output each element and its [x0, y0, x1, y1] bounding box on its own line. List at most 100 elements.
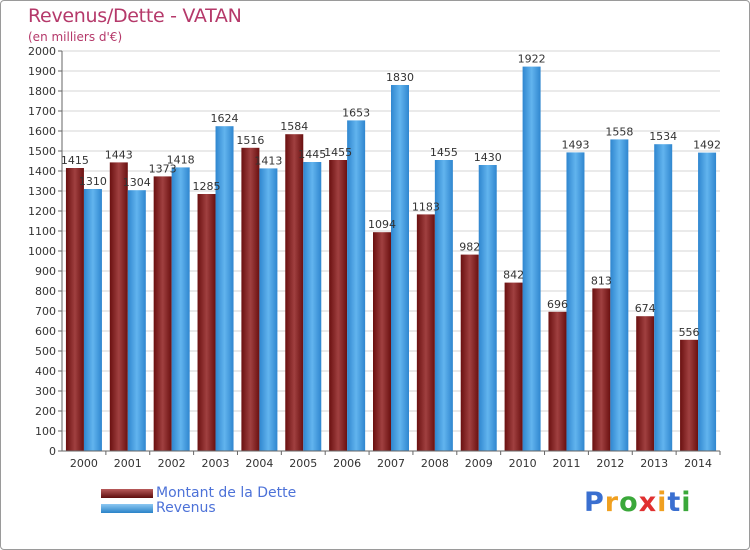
bar-revenus [654, 144, 673, 451]
y-tick-label: 0 [49, 445, 56, 458]
chart-title: Revenus/Dette - VATAN [28, 5, 242, 27]
y-tick-label: 1900 [28, 65, 56, 78]
bar-dette [197, 194, 216, 451]
axes: 0 100 200 300 400 500 600 700 800 900 1000 1100 1200… [28, 45, 721, 470]
logo-letter: i [657, 487, 668, 518]
bar-dette [460, 254, 479, 451]
y-tick-label: 1500 [28, 145, 56, 158]
bar-dette [285, 134, 304, 451]
data-label-dette: 1415 [61, 154, 89, 167]
bar-revenus [391, 85, 409, 451]
data-label-dette: 1584 [280, 120, 308, 133]
data-label-dette: 1094 [368, 218, 396, 231]
data-label-dette: 1373 [149, 162, 177, 175]
bar-revenus [259, 168, 278, 451]
x-tick-label: 2002 [158, 457, 186, 470]
bar-revenus [127, 190, 146, 451]
logo-letter: o [619, 487, 639, 518]
bar-dette [329, 160, 348, 451]
bar-dette [548, 311, 567, 451]
data-label-revenus: 1455 [430, 146, 458, 159]
y-tick-label: 1800 [28, 85, 56, 98]
x-tick-label: 2013 [640, 457, 668, 470]
legend-swatch-dette [101, 489, 153, 498]
x-tick-label: 2011 [552, 457, 580, 470]
bar-dette [109, 162, 128, 451]
data-label-revenus: 1653 [342, 106, 370, 119]
y-tick-label: 1300 [28, 185, 56, 198]
y-tick-label: 2000 [28, 45, 56, 58]
data-label-dette: 674 [635, 302, 656, 315]
x-tick-label: 2012 [596, 457, 624, 470]
legend-swatch-revenus [101, 504, 153, 513]
logo-letter: x [638, 487, 658, 518]
bar-dette [592, 288, 611, 451]
y-tick-label: 100 [35, 425, 56, 438]
bar-dette [241, 147, 260, 452]
data-label-dette: 1516 [236, 134, 264, 147]
proxiti-logo: Proxiti [584, 487, 692, 518]
y-tick-label: 1100 [28, 225, 56, 238]
y-tick-label: 1700 [28, 105, 56, 118]
x-tick-label: 2006 [333, 457, 361, 470]
bar-revenus [171, 167, 190, 451]
data-label-revenus: 1445 [298, 148, 326, 161]
bar-revenus [478, 165, 497, 451]
data-label-revenus: 1430 [474, 151, 502, 164]
bar-dette [680, 339, 699, 451]
y-tick-label: 1600 [28, 125, 56, 138]
x-tick-label: 2001 [114, 457, 142, 470]
data-label-dette: 842 [503, 269, 524, 282]
y-tick-label: 900 [35, 265, 56, 278]
y-tick-label: 400 [35, 365, 56, 378]
x-tick-label: 2004 [245, 457, 273, 470]
x-tick-label: 2003 [202, 457, 230, 470]
data-label-dette: 696 [547, 298, 568, 311]
legend-label-revenus: Revenus [156, 500, 216, 516]
logo-letter: i [681, 487, 692, 518]
bar-revenus [303, 162, 322, 451]
bar-dette [65, 168, 84, 451]
y-tick-label: 800 [35, 285, 56, 298]
chart-subtitle: (en milliers d'€) [28, 30, 123, 44]
data-label-revenus: 1492 [693, 139, 721, 152]
data-label-revenus: 1922 [518, 53, 546, 66]
legend-label-dette: Montant de la Dette [156, 485, 297, 501]
bar-dette [373, 232, 391, 451]
data-label-dette: 556 [679, 326, 700, 339]
y-tick-label: 600 [35, 325, 56, 338]
bar-revenus [434, 160, 453, 451]
x-tick-label: 2005 [289, 457, 317, 470]
logo-letter: P [584, 487, 605, 518]
bar-revenus [698, 152, 717, 451]
data-label-dette: 813 [591, 274, 612, 287]
bar-revenus [610, 139, 629, 451]
data-label-revenus: 1304 [123, 176, 151, 189]
y-tick-label: 300 [35, 385, 56, 398]
logo-letter: r [604, 487, 620, 518]
data-label-dette: 1443 [105, 148, 133, 161]
x-tick-label: 2014 [684, 457, 712, 470]
x-tick-label: 2007 [377, 457, 405, 470]
data-label-revenus: 1558 [605, 125, 633, 138]
data-label-dette: 1183 [412, 200, 440, 213]
x-tick-label: 2009 [465, 457, 493, 470]
x-tick-label: 2010 [509, 457, 537, 470]
data-label-revenus: 1413 [254, 154, 282, 167]
logo-letter: t [667, 487, 682, 518]
bar-dette [636, 316, 655, 451]
y-tick-label: 1400 [28, 165, 56, 178]
bar-revenus [83, 189, 102, 451]
data-label-revenus: 1418 [167, 153, 195, 166]
bar-dette [504, 282, 523, 451]
data-label-revenus: 1830 [386, 71, 414, 84]
data-label-revenus: 1310 [79, 175, 107, 188]
bar-revenus [347, 120, 366, 452]
bar-revenus [566, 152, 585, 451]
x-tick-label: 2000 [70, 457, 98, 470]
y-tick-label: 1200 [28, 205, 56, 218]
data-label-dette: 1285 [193, 180, 221, 193]
y-tick-label: 200 [35, 405, 56, 418]
